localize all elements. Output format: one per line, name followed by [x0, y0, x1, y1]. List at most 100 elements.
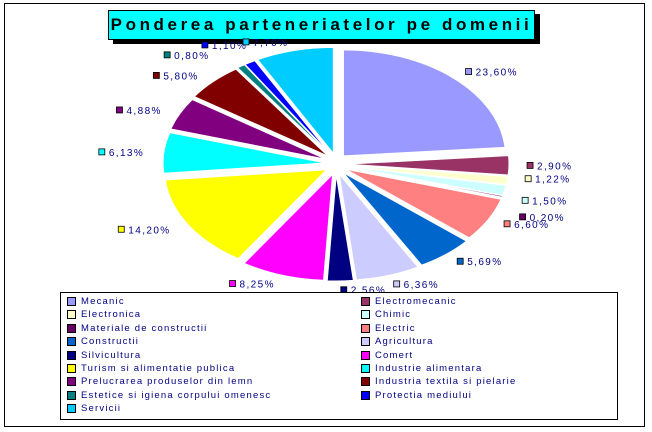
- legend-label: Chimic: [375, 309, 412, 321]
- slice-label-electric: 6,60%: [503, 220, 549, 231]
- slice-label-text: 6,13%: [109, 148, 144, 159]
- pie-slice-electromecanic: [346, 155, 510, 176]
- legend-item-electric: Electric: [361, 322, 416, 335]
- legend-label: Estetice si igiena corpului omenesc: [81, 389, 272, 401]
- slice-label-swatch: [201, 41, 209, 49]
- slice-label-swatch: [393, 280, 401, 288]
- slice-label-constructii: 5,69%: [456, 257, 502, 268]
- legend-swatch: [67, 364, 76, 373]
- legend-label: Industria textila si pielarie: [375, 376, 517, 388]
- legend-label: Protectia mediului: [375, 389, 473, 401]
- slice-label-swatch: [242, 38, 250, 46]
- slice-label-swatch: [163, 51, 171, 59]
- slice-label-turism-si-alimentatie-publica: 14,20%: [117, 225, 170, 236]
- legend-label: Silvicultura: [81, 349, 142, 361]
- legend-label: Turism si alimentatie publica: [81, 363, 236, 374]
- slice-label-swatch: [116, 106, 123, 114]
- legend-item-agricultura: Agricultura: [361, 335, 434, 348]
- slice-label-swatch: [519, 213, 526, 221]
- slice-label-estetice-si-igiena-corpului-omenesc: 0,80%: [163, 51, 209, 62]
- legend-item-silvicultura: Silvicultura: [67, 349, 141, 362]
- legend-swatch: [361, 350, 370, 360]
- legend-swatch: [67, 350, 76, 360]
- slice-label-text: 0,80%: [174, 51, 209, 62]
- slice-label-text: 5,69%: [467, 257, 502, 268]
- slice-label-protectia-mediului: 1,10%: [201, 41, 247, 52]
- slice-label-text: 2,56%: [351, 286, 386, 297]
- legend-swatch: [67, 323, 76, 333]
- legend-label: Electric: [375, 322, 416, 334]
- slice-label-swatch: [526, 162, 534, 169]
- slice-label-industrie-alimentara: 6,13%: [98, 148, 144, 159]
- slice-label-swatch: [456, 257, 464, 265]
- slice-label-servicii: 7,70%: [242, 38, 287, 49]
- legend-item-comert: Comert: [361, 349, 413, 362]
- slice-label-text: 4,88%: [126, 106, 161, 117]
- pie-slice-electronica: [346, 165, 509, 186]
- slice-label-prelucrarea-produselor-din-lemn: 4,88%: [116, 106, 161, 117]
- legend-label: Materiale de constructii: [81, 322, 208, 334]
- slice-label-swatch: [229, 280, 236, 287]
- slice-label-swatch: [465, 68, 472, 75]
- legend-label: Electromecanic: [375, 296, 457, 307]
- legend-item-prelucrarea-produselor-din-lemn: Prelucrarea produselor din lemn: [67, 375, 253, 388]
- slice-label-comert: 8,25%: [229, 280, 274, 291]
- slice-label-swatch: [117, 225, 125, 233]
- slice-label-chimic: 1,50%: [521, 196, 566, 207]
- pie-slice-industrie-alimentara: [162, 132, 326, 174]
- pie-slice-mecanic: [342, 49, 506, 157]
- legend-item-mecanic: Mecanic: [67, 295, 125, 308]
- slice-label-electromecanic: 2,90%: [526, 161, 572, 172]
- slice-label-text: 1,10%: [212, 41, 247, 52]
- slice-label-text: 2,90%: [537, 161, 572, 172]
- legend-label: Industrie alimentara: [375, 363, 483, 374]
- slice-label-materiale-de-constructii: 0,20%: [519, 213, 565, 224]
- slice-label-agricultura: 6,36%: [393, 280, 438, 291]
- slice-label-industria-textila-si-pielarie: 5,80%: [152, 71, 198, 82]
- legend-item-protectia-mediului: Protectia mediului: [361, 389, 472, 402]
- legend-swatch: [67, 404, 76, 414]
- slice-label-text: 0,20%: [530, 213, 565, 224]
- pie-slice-turism-si-alimentatie-publica: [164, 169, 328, 260]
- legend-item-servicii: Servicii: [67, 402, 121, 415]
- legend-item-constructii: Constructii: [67, 335, 139, 348]
- legend-swatch: [67, 377, 76, 387]
- legend-swatch: [67, 390, 76, 400]
- legend-item-electromecanic: Electromecanic: [361, 295, 457, 308]
- pie-slice-comert: [243, 173, 334, 281]
- legend-swatch: [361, 390, 370, 400]
- legend-item-estetice-si-igiena-corpului-omenesc: Estetice si igiena corpului omenesc: [67, 389, 271, 402]
- slice-label-mecanic: 23,60%: [465, 68, 516, 79]
- legend-label: Prelucrarea produselor din lemn: [81, 376, 254, 388]
- legend-swatch: [361, 297, 370, 306]
- pie-slice-silvicultura: [326, 174, 354, 282]
- legend-swatch: [361, 337, 370, 347]
- legend-item-chimic: Chimic: [361, 308, 411, 321]
- legend-swatch: [361, 364, 370, 373]
- slice-label-text: 5,80%: [163, 71, 198, 82]
- legend-swatch: [67, 310, 76, 320]
- pie-slice-prelucrarea-produselor-din-lemn: [170, 98, 327, 160]
- slice-label-swatch: [524, 175, 532, 183]
- slice-label-text: 14,20%: [128, 225, 170, 236]
- slice-label-swatch: [98, 148, 106, 156]
- legend-label: Comert: [375, 349, 414, 361]
- legend-label: Mecanic: [81, 296, 125, 307]
- legend-swatch: [361, 310, 370, 320]
- slice-label-swatch: [503, 220, 511, 228]
- pie-slice-industria-textila-si-pielarie: [193, 68, 329, 157]
- slice-label-swatch: [521, 196, 529, 204]
- slice-label-electronica: 1,22%: [524, 175, 570, 186]
- pie-slice-materiale-de-constructii: [346, 166, 504, 198]
- slice-label-text: 1,22%: [535, 175, 570, 186]
- legend-label: Agricultura: [375, 336, 434, 348]
- legend-item-turism-si-alimentatie-publica: Turism si alimentatie publica: [67, 362, 235, 375]
- legend-item-materiale-de-constructii: Materiale de constructii: [67, 322, 207, 335]
- legend-item-electronica: Electronica: [67, 308, 141, 321]
- legend: Mecanic Electromecanic Electronica Chimic Ma…: [60, 292, 618, 420]
- slice-label-text: 6,60%: [514, 220, 549, 231]
- pie-slice-servicii: [256, 46, 334, 155]
- legend-label: Servicii: [81, 403, 122, 415]
- legend-item-industria-textila-si-pielarie: Industria textila si pielarie: [361, 375, 516, 388]
